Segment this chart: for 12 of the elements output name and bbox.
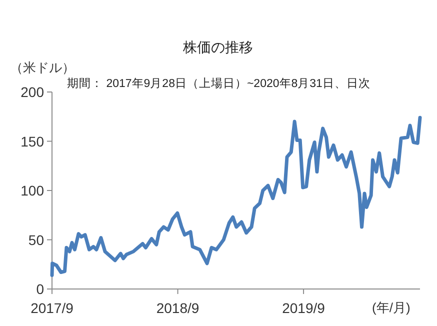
y-tick-label: 50 xyxy=(28,232,44,248)
x-tick-label: 2018/9 xyxy=(156,300,200,316)
x-tick-label: 2017/9 xyxy=(30,300,74,316)
y-tick-label: 100 xyxy=(20,182,44,198)
chart-title: 株価の推移 xyxy=(182,39,253,55)
y-tick-label: 150 xyxy=(20,133,44,150)
x-axis-title: (年/月) xyxy=(372,300,410,315)
y-tick-label: 200 xyxy=(20,84,44,100)
chart-subtitle: 期間： 2017年9月28日（上場日）~2020年8月31日、日次 xyxy=(67,77,370,90)
y-tick-label: 0 xyxy=(36,281,44,297)
x-tick-label: 2019/9 xyxy=(282,300,326,316)
y-axis-title: （米ドル） xyxy=(10,60,75,75)
